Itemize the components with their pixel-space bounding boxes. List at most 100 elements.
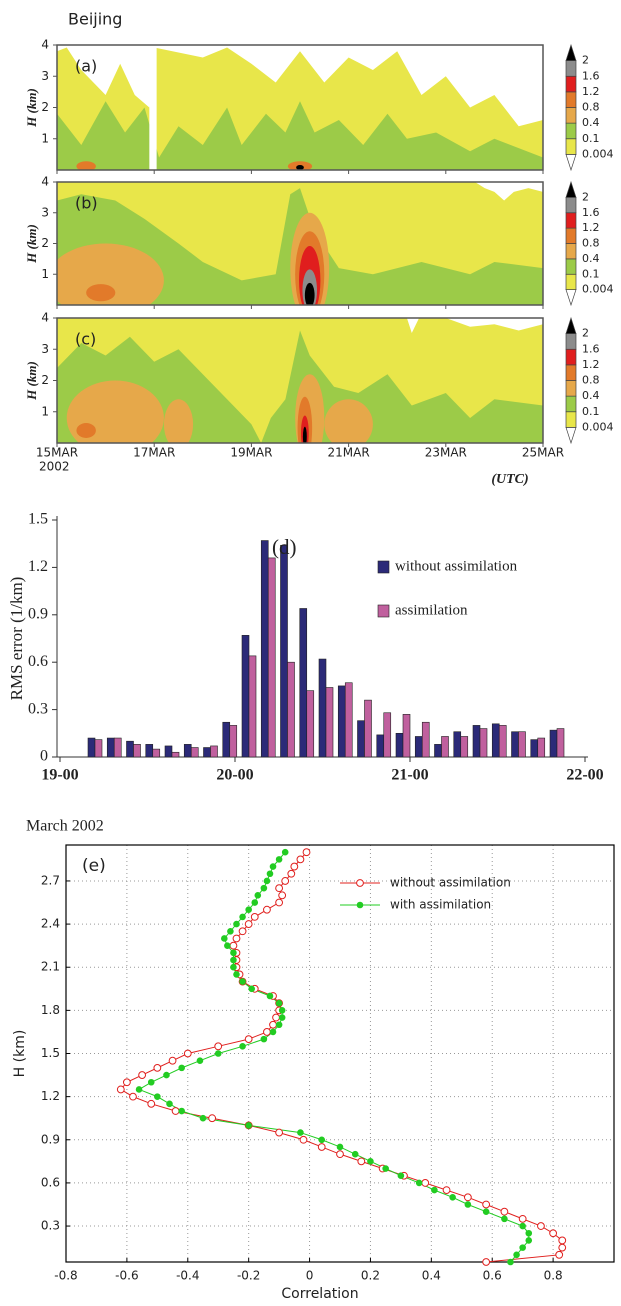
y-tick-label: 4 — [41, 311, 49, 325]
data-point — [239, 1043, 246, 1050]
data-point — [482, 1200, 491, 1209]
data-point — [501, 1215, 508, 1223]
data-point — [214, 1050, 222, 1057]
contour-region — [406, 318, 420, 333]
panel-label: (d) — [272, 535, 297, 559]
contour-region — [57, 243, 164, 305]
x-tick-label: -0.6 — [115, 1269, 138, 1283]
data-point — [275, 1128, 284, 1137]
y-tick-label: 3 — [41, 69, 49, 83]
x-tick-label: 19-00 — [41, 767, 78, 784]
x-tick-label: 21-00 — [391, 767, 428, 784]
bar — [453, 731, 462, 758]
bar — [299, 608, 308, 758]
bar — [152, 748, 161, 758]
contour-field — [57, 45, 543, 170]
data-point — [278, 1007, 286, 1014]
y-tick-label: 2.4 — [41, 917, 60, 931]
data-point — [199, 1114, 207, 1122]
colorbar-segment — [565, 180, 577, 198]
bar — [145, 744, 154, 758]
bar — [556, 728, 565, 758]
x-tick-label: -0.4 — [176, 1269, 199, 1283]
colorbar-segment — [565, 316, 577, 334]
data-point — [287, 869, 296, 878]
data-point — [318, 1136, 326, 1144]
bar — [267, 557, 276, 758]
y-tick-label: 2.7 — [41, 873, 60, 887]
bar — [190, 747, 199, 758]
legend-label: with assimilation — [390, 898, 491, 912]
data-point — [500, 1207, 509, 1216]
data-point — [239, 978, 246, 985]
data-point — [230, 956, 237, 964]
colorbar-label: 2 — [582, 327, 589, 340]
y-tick-label: 4 — [41, 175, 49, 189]
y-tick-label: 2 — [41, 100, 49, 114]
contour-region — [302, 426, 307, 443]
data-point — [272, 1013, 280, 1022]
data-point — [251, 899, 259, 906]
y-axis-title: H (km) — [24, 88, 39, 128]
data-point — [482, 1208, 490, 1215]
data-point — [263, 905, 271, 914]
y-tick-label: 3 — [41, 205, 49, 219]
colorbar-label: 0.4 — [582, 389, 600, 402]
colorbar-segment — [565, 348, 577, 366]
data-point — [513, 1251, 520, 1259]
data-point — [336, 1143, 344, 1151]
data-point — [224, 942, 231, 949]
data-point — [129, 1092, 137, 1101]
bar — [325, 687, 334, 758]
bar — [472, 725, 481, 758]
y-tick-label: 0.3 — [41, 1219, 60, 1233]
data-point — [281, 877, 290, 885]
bar — [364, 699, 372, 758]
colorbar-segment — [565, 427, 577, 445]
data-point — [116, 1085, 125, 1094]
bar — [441, 736, 449, 758]
legend-label: without assimilation — [395, 558, 518, 574]
contour-region — [149, 45, 157, 170]
colorbar-label: 0.4 — [582, 252, 600, 265]
y-axis-title: H (km) — [24, 361, 39, 401]
data-point — [558, 1243, 567, 1252]
colorbar-segment — [565, 258, 577, 275]
y-tick-label: 1 — [41, 267, 49, 281]
data-point — [178, 1107, 185, 1115]
data-point — [250, 912, 259, 921]
data-point — [163, 1071, 170, 1079]
colorbar-label: 0.1 — [582, 132, 600, 145]
bar — [318, 658, 327, 758]
legend-label: without assimilation — [390, 876, 511, 890]
data-point — [135, 1086, 143, 1093]
colorbar-label: 0.004 — [582, 283, 614, 296]
contour-region — [163, 399, 194, 443]
bar — [183, 744, 192, 758]
bar — [164, 745, 173, 758]
y-tick-label: 1.2 — [28, 558, 48, 575]
data-point — [208, 1114, 217, 1123]
bar — [491, 723, 500, 758]
x-tick-label: 0.8 — [544, 1269, 563, 1283]
colorbar-segment — [565, 154, 577, 172]
data-point — [281, 848, 289, 856]
data-point — [464, 1201, 472, 1208]
colorbar-label: 1.2 — [582, 85, 600, 98]
bar — [518, 731, 526, 758]
data-point — [299, 1135, 308, 1144]
data-point — [229, 941, 238, 950]
bar — [395, 732, 404, 758]
data-point — [168, 1056, 177, 1065]
contour-field — [57, 182, 543, 305]
contour-region — [324, 399, 373, 443]
colorbar-segment — [565, 395, 577, 413]
x-tick-label: 22-00 — [566, 767, 603, 784]
bar — [280, 544, 288, 758]
colorbar-label: 0.4 — [582, 116, 600, 129]
data-point — [525, 1237, 533, 1244]
x-tick-label: 17MAR — [133, 446, 175, 460]
data-point — [367, 1158, 374, 1165]
data-point — [166, 1100, 173, 1108]
